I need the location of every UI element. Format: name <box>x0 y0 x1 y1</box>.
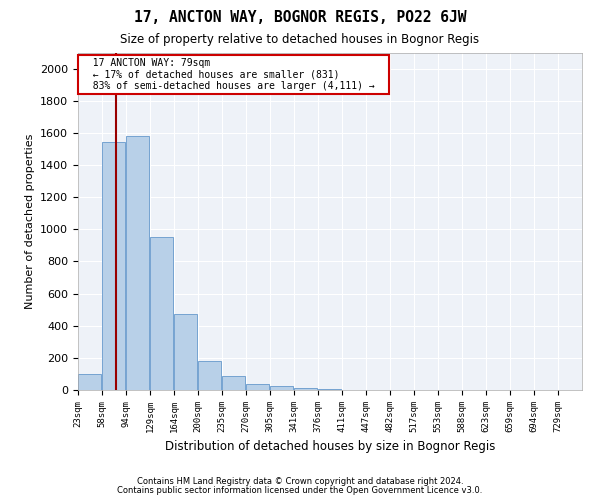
Text: 17, ANCTON WAY, BOGNOR REGIS, PO22 6JW: 17, ANCTON WAY, BOGNOR REGIS, PO22 6JW <box>134 10 466 25</box>
Bar <box>198 361 221 390</box>
Text: Contains HM Land Registry data © Crown copyright and database right 2024.: Contains HM Land Registry data © Crown c… <box>137 477 463 486</box>
Bar <box>318 389 341 390</box>
Bar <box>246 384 269 390</box>
Bar <box>174 314 197 390</box>
Text: Size of property relative to detached houses in Bognor Regis: Size of property relative to detached ho… <box>121 32 479 46</box>
Text: 17 ANCTON WAY: 79sqm  
  ← 17% of detached houses are smaller (831)  
  83% of s: 17 ANCTON WAY: 79sqm ← 17% of detached h… <box>80 58 386 91</box>
Bar <box>102 142 125 390</box>
Y-axis label: Number of detached properties: Number of detached properties <box>25 134 35 309</box>
Bar <box>270 386 293 390</box>
Bar <box>126 136 149 390</box>
X-axis label: Distribution of detached houses by size in Bognor Regis: Distribution of detached houses by size … <box>165 440 495 454</box>
Text: Contains public sector information licensed under the Open Government Licence v3: Contains public sector information licen… <box>118 486 482 495</box>
Bar <box>150 238 173 390</box>
Bar <box>294 388 317 390</box>
Bar <box>222 376 245 390</box>
Bar <box>78 374 101 390</box>
